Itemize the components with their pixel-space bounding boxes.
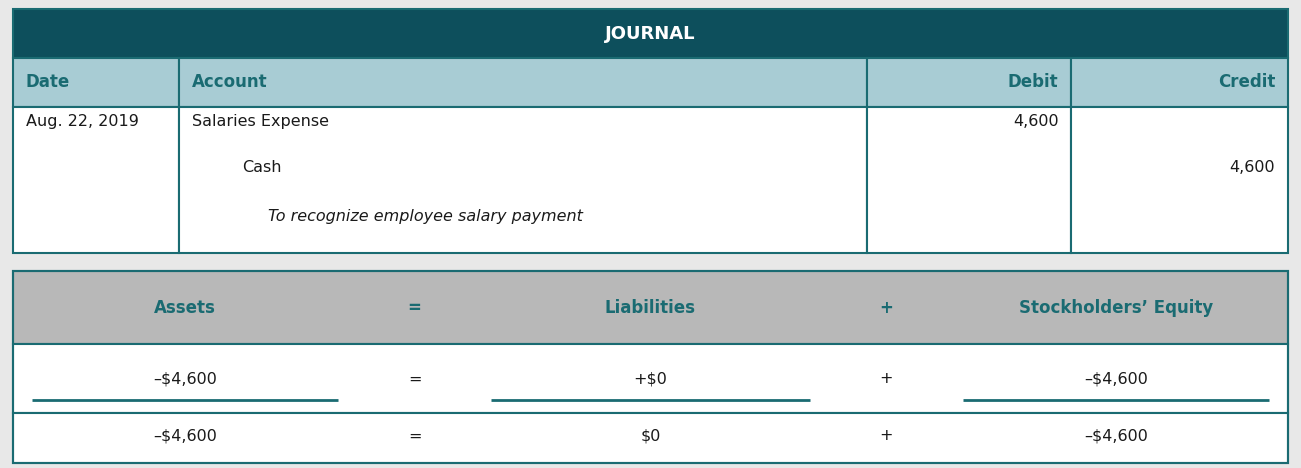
Bar bbox=[1071, 107, 1288, 253]
Text: +$0: +$0 bbox=[634, 372, 667, 387]
Text: =: = bbox=[409, 372, 422, 387]
Text: Debit: Debit bbox=[1008, 73, 1059, 91]
Bar bbox=[178, 58, 868, 107]
Bar bbox=[868, 58, 1071, 107]
Text: JOURNAL: JOURNAL bbox=[605, 25, 696, 43]
Text: $0: $0 bbox=[640, 428, 661, 443]
Text: Cash: Cash bbox=[242, 160, 282, 175]
Text: 4,600: 4,600 bbox=[1229, 160, 1275, 175]
Text: Date: Date bbox=[26, 73, 70, 91]
Text: Liabilities: Liabilities bbox=[605, 299, 696, 317]
Text: –$4,600: –$4,600 bbox=[154, 372, 217, 387]
Text: +: + bbox=[879, 299, 894, 317]
Text: Salaries Expense: Salaries Expense bbox=[191, 114, 329, 129]
Bar bbox=[178, 107, 868, 253]
Text: 4,600: 4,600 bbox=[1013, 114, 1059, 129]
Text: Credit: Credit bbox=[1218, 73, 1275, 91]
Text: –$4,600: –$4,600 bbox=[1084, 372, 1147, 387]
Text: Account: Account bbox=[191, 73, 267, 91]
Text: =: = bbox=[407, 299, 422, 317]
Text: –$4,600: –$4,600 bbox=[154, 428, 217, 443]
Text: Stockholders’ Equity: Stockholders’ Equity bbox=[1019, 299, 1213, 317]
Text: +: + bbox=[879, 372, 892, 387]
Bar bbox=[13, 271, 1288, 344]
Bar bbox=[13, 58, 178, 107]
Text: +: + bbox=[879, 428, 892, 443]
Text: –$4,600: –$4,600 bbox=[1084, 428, 1147, 443]
Text: Assets: Assets bbox=[155, 299, 216, 317]
Bar bbox=[13, 344, 1288, 413]
Bar bbox=[13, 107, 178, 253]
Bar bbox=[1071, 58, 1288, 107]
Bar bbox=[868, 107, 1071, 253]
Text: Aug. 22, 2019: Aug. 22, 2019 bbox=[26, 114, 139, 129]
Text: =: = bbox=[409, 428, 422, 443]
Bar bbox=[13, 9, 1288, 58]
Bar bbox=[13, 413, 1288, 463]
Text: To recognize employee salary payment: To recognize employee salary payment bbox=[268, 209, 583, 224]
